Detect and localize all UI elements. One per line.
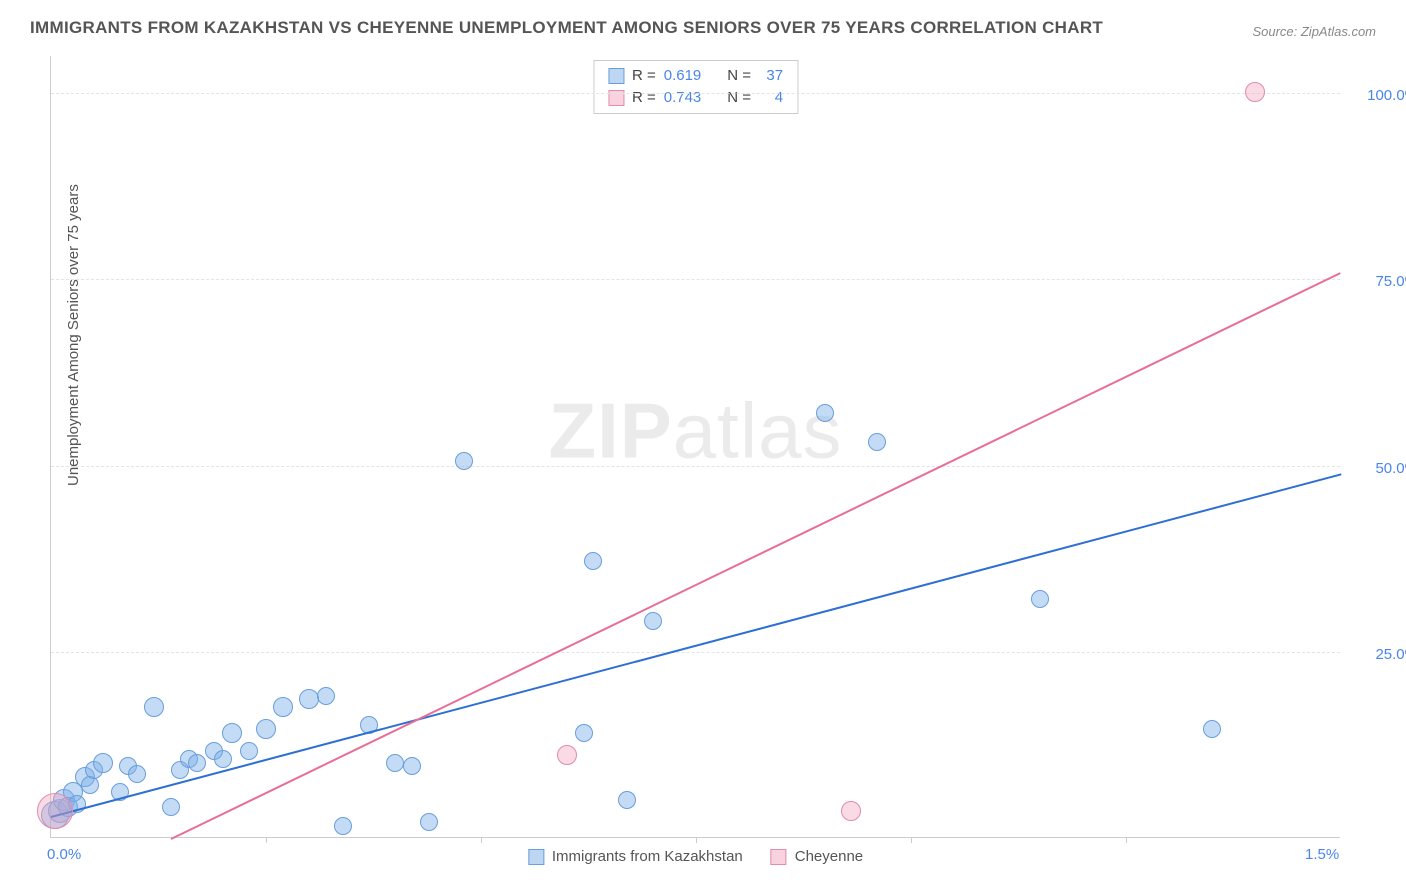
watermark-bold: ZIP: [548, 386, 672, 474]
legend-r-value: 0.743: [664, 87, 702, 109]
gridline: [51, 93, 1340, 94]
watermark: ZIPatlas: [548, 385, 842, 476]
trendline: [51, 473, 1342, 818]
scatter-point: [317, 687, 335, 705]
plot-area: Unemployment Among Seniors over 75 years…: [50, 56, 1340, 838]
legend-n-label: N =: [727, 65, 751, 87]
legend-r-label: R =: [632, 65, 656, 87]
legend-n-value: 4: [759, 87, 783, 109]
scatter-point: [37, 793, 73, 829]
y-tick-label: 100.0%: [1348, 87, 1406, 104]
gridline: [51, 652, 1340, 653]
chart-title: IMMIGRANTS FROM KAZAKHSTAN VS CHEYENNE U…: [30, 18, 1103, 38]
gridline: [51, 466, 1340, 467]
scatter-point: [816, 404, 834, 422]
scatter-point: [128, 765, 146, 783]
legend-series: Immigrants from Kazakhstan Cheyenne: [528, 848, 863, 865]
x-tick-label: 0.0%: [47, 846, 81, 863]
legend-swatch: [608, 68, 624, 84]
legend-r-label: R =: [632, 87, 656, 109]
scatter-point: [841, 801, 861, 821]
legend-row: R = 0.743 N = 4: [608, 87, 783, 109]
legend-r-value: 0.619: [664, 65, 702, 87]
scatter-point: [144, 697, 164, 717]
gridline: [51, 279, 1340, 280]
scatter-point: [1031, 590, 1049, 608]
scatter-point: [575, 724, 593, 742]
legend-swatch: [771, 849, 787, 865]
source-label: Source: ZipAtlas.com: [1252, 24, 1376, 39]
scatter-point: [256, 719, 276, 739]
legend-series-label: Immigrants from Kazakhstan: [552, 848, 743, 865]
scatter-point: [162, 798, 180, 816]
scatter-point: [584, 552, 602, 570]
scatter-point: [386, 754, 404, 772]
scatter-point: [273, 697, 293, 717]
legend-n-value: 37: [759, 65, 783, 87]
x-tick-minor: [481, 837, 482, 843]
x-tick-minor: [266, 837, 267, 843]
scatter-point: [222, 723, 242, 743]
scatter-point: [1203, 720, 1221, 738]
legend-series-label: Cheyenne: [795, 848, 863, 865]
legend-row: R = 0.619 N = 37: [608, 65, 783, 87]
scatter-point: [403, 757, 421, 775]
watermark-rest: atlas: [673, 386, 843, 474]
legend-correlation: R = 0.619 N = 37 R = 0.743 N = 4: [593, 60, 798, 114]
scatter-point: [1245, 82, 1265, 102]
scatter-point: [240, 742, 258, 760]
x-tick-minor: [696, 837, 697, 843]
legend-series-item: Immigrants from Kazakhstan: [528, 848, 743, 865]
y-axis-label: Unemployment Among Seniors over 75 years: [65, 184, 82, 486]
scatter-point: [455, 452, 473, 470]
legend-n-label: N =: [727, 87, 751, 109]
y-tick-label: 75.0%: [1348, 273, 1406, 290]
scatter-point: [93, 753, 113, 773]
scatter-point: [644, 612, 662, 630]
trendline: [171, 272, 1341, 840]
x-tick-label: 1.5%: [1305, 846, 1339, 863]
x-tick-minor: [1126, 837, 1127, 843]
y-tick-label: 25.0%: [1348, 646, 1406, 663]
scatter-point: [214, 750, 232, 768]
scatter-point: [868, 433, 886, 451]
x-tick-minor: [911, 837, 912, 843]
legend-series-item: Cheyenne: [771, 848, 863, 865]
scatter-point: [420, 813, 438, 831]
scatter-point: [334, 817, 352, 835]
scatter-point: [299, 689, 319, 709]
y-tick-label: 50.0%: [1348, 460, 1406, 477]
legend-swatch: [528, 849, 544, 865]
scatter-point: [618, 791, 636, 809]
scatter-point: [188, 754, 206, 772]
scatter-point: [557, 745, 577, 765]
